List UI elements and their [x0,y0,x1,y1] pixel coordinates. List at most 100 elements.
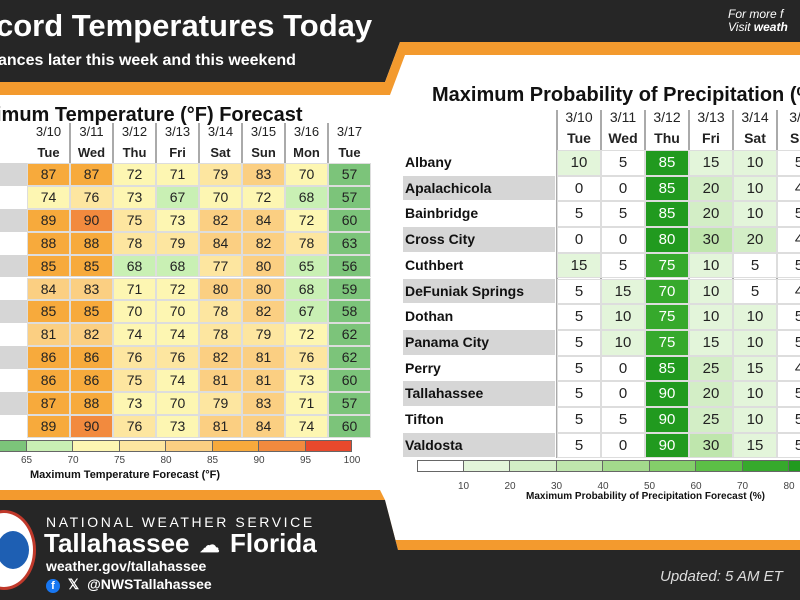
precip-cell: 5 [601,252,645,279]
precip-cell: 25 [689,407,733,433]
temperature-cell: 76 [70,185,113,209]
legend-swatch [649,460,696,472]
state-icon: ☁ [199,535,220,557]
row-label-stripe [0,300,27,324]
precip-cell: 15 [601,278,645,305]
temperature-cell: 84 [27,277,70,301]
precip-cell: 10 [733,150,777,176]
temperature-cell: 74 [27,185,70,209]
header-day: Wed [77,145,106,160]
temperature-cell: 73 [156,414,199,438]
temperature-cell: 72 [156,277,199,301]
temperature-cell: 65 [285,254,328,278]
more-info-link[interactable]: weath [753,20,788,34]
temperature-cell: 80 [199,277,242,301]
precip-cell: 0 [601,432,645,459]
temperature-cell: 78 [199,300,242,324]
city-name: Cross City [403,227,555,252]
legend-tick-label: 60 [690,481,702,492]
header-date: 3/10 [565,109,593,125]
temperature-cell: 83 [70,277,113,301]
legend-swatch [603,460,650,472]
header-date: 3/16 [293,124,320,139]
precip-cell: 5 [557,201,601,228]
header-day: Wed [608,130,638,146]
temperature-cell: 62 [328,346,371,370]
temperature-cell: 88 [70,392,113,415]
temperature-cell: 62 [328,323,371,347]
temperature-cell: 57 [328,163,371,186]
precip-cell: 5 [601,150,645,176]
precip-cell: 5 [557,355,601,382]
precip-cell: 5 [557,407,601,433]
temperature-cell: 88 [70,231,113,255]
legend-swatch [73,440,120,452]
column-header: 3/14 Sat [733,107,777,149]
legend-tick-label: 40 [597,481,609,492]
temperature-cell: 85 [70,300,113,324]
precip-cell: 4 [777,175,800,202]
precip-cell: 5 [777,407,800,433]
header-day: Fri [702,130,720,146]
precip-cell: 90 [645,432,689,459]
column-divider [327,123,329,163]
legend-swatch [119,440,166,452]
temperature-cell: 67 [156,185,199,209]
legend-swatch [0,440,27,452]
legend-swatch [166,440,213,452]
temperature-cell: 73 [113,392,156,415]
facebook-icon[interactable]: f [46,579,60,593]
row-label-stripe [0,414,27,438]
precip-cell: 5 [777,381,800,407]
header-date: 3/14 [741,109,769,125]
column-divider [198,123,200,163]
temperature-cell: 72 [113,163,156,186]
temperature-cell: 72 [285,208,328,232]
temperature-cell: 56 [328,254,371,278]
temperature-cell: 68 [113,254,156,278]
temperature-cell: 68 [156,254,199,278]
temperature-cell: 82 [70,323,113,347]
legend-tick-label: 100 [343,455,361,466]
header-date: 3/14 [207,124,234,139]
temperature-cell: 82 [199,346,242,370]
header-day: Sat [210,145,231,160]
legend-swatch [212,440,259,452]
header-date: 3/11 [609,109,637,125]
precip-cell: 10 [733,175,777,202]
precip-cell: 5 [777,329,800,356]
x-icon[interactable]: 𝕏 [67,576,80,592]
header-day: Tue [567,130,591,146]
precip-cell: 30 [689,227,733,253]
precip-cell: 20 [689,201,733,228]
legend-tick-label: 70 [736,481,749,492]
temperature-cell: 77 [199,254,242,278]
temperature-cell: 87 [27,163,70,186]
header-day: Fri [169,145,186,160]
column-header: 3/13 Fri [156,121,199,163]
header-date: 3/12 [121,124,148,139]
temperature-cell: 67 [285,300,328,324]
column-divider [112,123,114,163]
temperature-cell: 74 [113,323,156,347]
website-link[interactable]: weather.gov/tallahassee [46,558,207,574]
temperature-cell: 75 [113,208,156,232]
temperature-cell: 90 [70,414,113,438]
precip-cell: 10 [733,329,777,356]
row-label-stripe [0,254,27,278]
temperature-cell: 84 [199,231,242,255]
temperature-cell: 74 [156,323,199,347]
column-divider [69,123,71,163]
legend-tick-label: 70 [67,455,79,466]
precip-cell: 0 [557,175,601,202]
precip-cell: 10 [601,329,645,356]
social-handle[interactable]: @NWSTallahassee [87,576,212,592]
header-day: Mon [293,145,320,160]
temperature-cell: 81 [27,323,70,347]
column-header: 3/11 Wed [601,107,645,149]
legend-tick-label: 75 [113,455,126,466]
city-name: Panama City [403,329,555,355]
legend-swatch [26,440,73,452]
updated-time: Updated: 5 AM ET [660,568,783,585]
precip-cell: 25 [689,355,733,382]
